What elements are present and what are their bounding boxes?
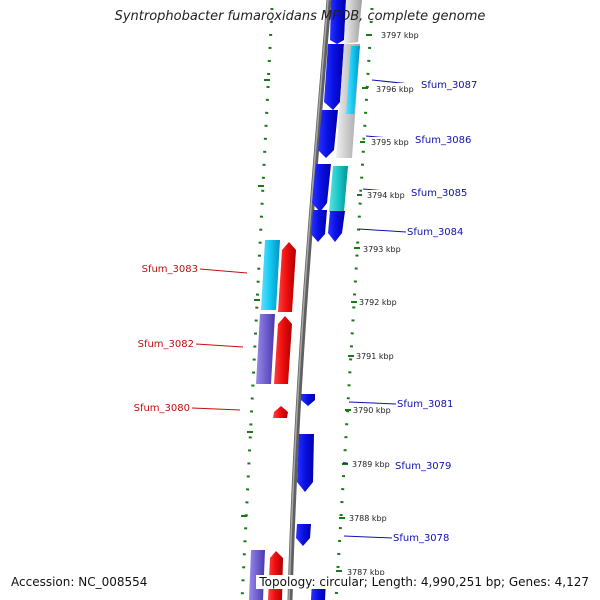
genome-summary: Topology: circular; Length: 4,990,251 bp…: [256, 575, 592, 589]
gene-block[interactable]: [274, 316, 292, 384]
reverse-strand-genes: [249, 240, 296, 600]
gene-block[interactable]: [273, 406, 288, 418]
gene-label[interactable]: Sfum_3087: [421, 80, 477, 91]
gene-label[interactable]: Sfum_3079: [395, 461, 451, 472]
gene-label[interactable]: Sfum_3080: [134, 403, 190, 414]
gene-label[interactable]: Sfum_3085: [411, 188, 467, 199]
gene-label[interactable]: Sfum_3078: [393, 533, 449, 544]
gene-block[interactable]: [344, 0, 362, 44]
page-title: Syntrophobacter fumaroxidans MPOB, compl…: [114, 9, 486, 24]
left-leader-lines: [191, 268, 248, 411]
tick-label: 3787 kbp: [347, 568, 385, 577]
tick-labels: 3797 kbp 3796 kbp 3795 kbp 3794 kbp 3793…: [347, 29, 425, 577]
gene-block[interactable]: [261, 240, 280, 310]
gene-label[interactable]: Sfum_3082: [138, 339, 194, 350]
gene-block[interactable]: [324, 44, 344, 110]
gene-block[interactable]: [311, 210, 327, 242]
gene-label[interactable]: Sfum_3084: [407, 227, 463, 238]
gene-label[interactable]: Sfum_3086: [415, 135, 471, 146]
gene-block[interactable]: [330, 0, 346, 44]
gene-block[interactable]: [296, 524, 311, 546]
tick-label: 3790 kbp: [353, 406, 391, 415]
tick-label: 3788 kbp: [349, 514, 387, 523]
tick-label: 3791 kbp: [356, 352, 394, 361]
outer-dotted-guide: [334, 7, 374, 600]
tick-label: 3789 kbp: [352, 460, 390, 469]
gene-block[interactable]: [329, 166, 348, 212]
gene-block[interactable]: [301, 394, 315, 406]
right-gene-labels: Sfum_3087 Sfum_3086 Sfum_3085 Sfum_3084 …: [393, 80, 477, 544]
gene-block[interactable]: [297, 434, 314, 492]
left-gene-labels: Sfum_3083 Sfum_3082 Sfum_3080: [134, 264, 198, 414]
tick-label: 3792 kbp: [359, 298, 397, 307]
tick-label: 3795 kbp: [371, 138, 409, 147]
gene-block[interactable]: [328, 211, 345, 242]
accession-label: Accession: NC_008554: [8, 575, 151, 589]
gene-block[interactable]: [278, 242, 296, 312]
tick-label: 3797 kbp: [381, 31, 419, 40]
tick-label: 3793 kbp: [363, 245, 401, 254]
tick-label: 3796 kbp: [376, 85, 414, 94]
gene-label[interactable]: Sfum_3083: [142, 264, 198, 275]
gene-block[interactable]: [318, 110, 338, 158]
gene-label[interactable]: Sfum_3081: [397, 399, 453, 410]
tick-marks: [241, 34, 372, 572]
gene-block[interactable]: [312, 164, 331, 212]
gene-block[interactable]: [256, 314, 275, 384]
genome-backbone: [287, 0, 332, 600]
tick-label: 3794 kbp: [367, 191, 405, 200]
gene-block[interactable]: [346, 46, 360, 114]
